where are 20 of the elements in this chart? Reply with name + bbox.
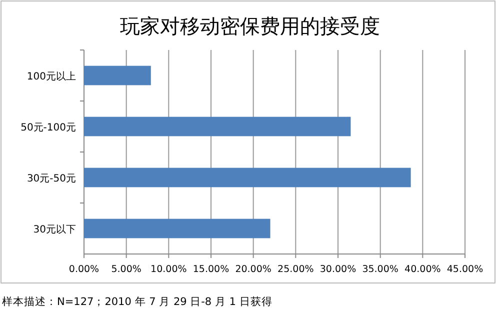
bar [84, 116, 351, 136]
y-tick-label: 100元以上 [26, 70, 76, 82]
x-tick-label: 30.00% [320, 264, 356, 275]
text: 样本描述：N=127；2010 年 7 月 29 日-8 月 1 日获得 [2, 295, 272, 308]
y-tick-label: 30元以下 [33, 224, 76, 236]
bar [84, 168, 411, 188]
x-tick-label: 15.00% [192, 264, 230, 275]
x-tick-label: 0.00% [68, 264, 100, 275]
bar [84, 66, 151, 86]
chart-title: 玩家对移动密保费用的接受度 [120, 14, 380, 38]
x-tick-label: 45.00% [446, 264, 484, 275]
y-tick-label: 50元-100元 [20, 122, 76, 134]
x-tick-label: 10.00% [150, 264, 187, 275]
x-tick-label: 25.00% [278, 264, 314, 275]
x-tick-label: 5.00% [111, 264, 142, 275]
x-tick-label: 40.00% [404, 264, 441, 275]
y-tick-label: 30元-50元 [26, 174, 76, 184]
x-tick-label: 20.00% [235, 264, 272, 275]
bar [84, 218, 270, 238]
x-tick-label: 35.00% [362, 264, 398, 275]
